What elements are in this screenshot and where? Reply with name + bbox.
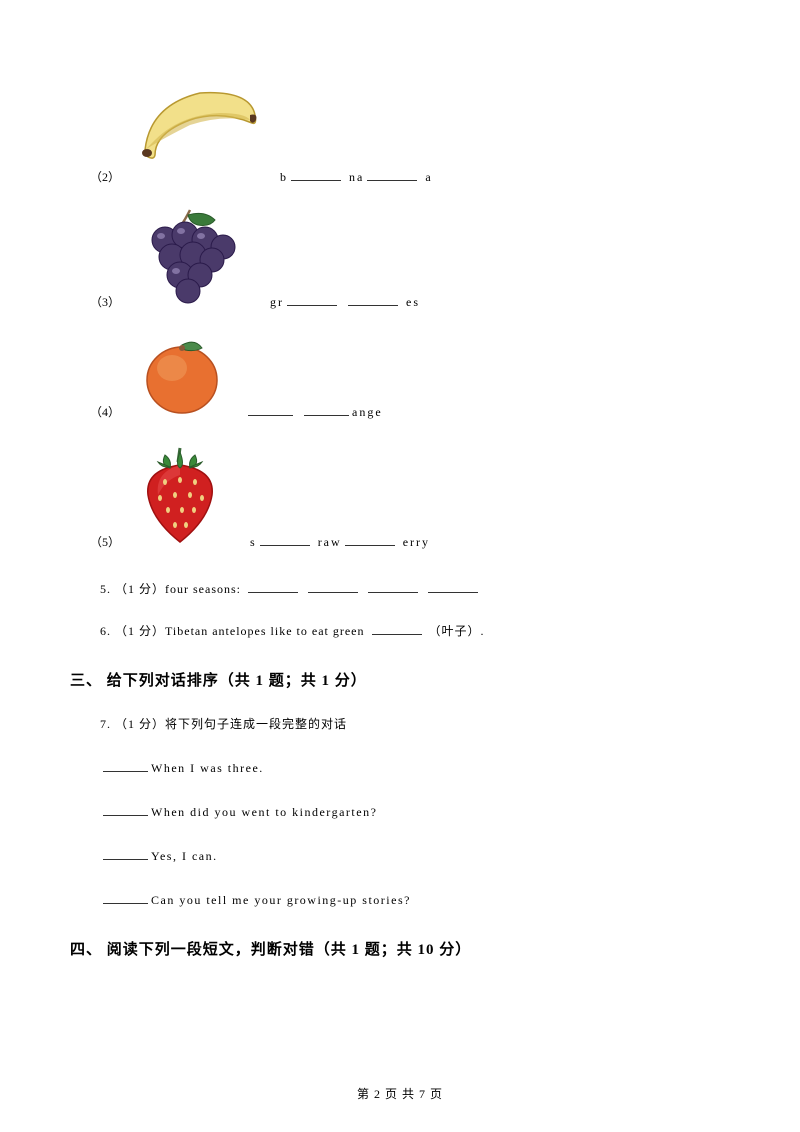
question-5: 5. （1 分）four seasons:	[90, 580, 740, 597]
grapes-image	[130, 205, 250, 315]
fill-blank-text[interactable]: gr es	[270, 294, 420, 315]
question-item-5: （5）	[90, 440, 740, 555]
dialogue-line: When I was three.	[100, 760, 740, 776]
section-3-title: 三、 给下列对话排序（共 1 题；共 1 分）	[70, 669, 740, 690]
strawberry-image	[130, 440, 230, 555]
fill-blank-text[interactable]: ange	[245, 404, 383, 425]
item-number: （3）	[90, 293, 120, 315]
item-number: （2）	[90, 168, 120, 190]
fill-blank-text[interactable]: s raw erry	[250, 534, 430, 555]
question-7: 7. （1 分）将下列句子连成一段完整的对话	[90, 715, 740, 732]
dialogue-line: Can you tell me your growing-up stories?	[100, 892, 740, 908]
banana-image	[130, 85, 260, 190]
question-item-2: （2） b na a	[90, 80, 740, 190]
dialogue-line: When did you went to kindergarten?	[100, 804, 740, 820]
dialogue-line: Yes, I can.	[100, 848, 740, 864]
question-6: 6. （1 分）Tibetan antelopes like to eat gr…	[90, 622, 740, 639]
question-item-4: （4） ange	[90, 330, 740, 425]
orange-image	[140, 330, 225, 425]
item-number: （4）	[90, 403, 120, 425]
question-item-3: （3） gr e	[90, 205, 740, 315]
section-4-title: 四、 阅读下列一段短文，判断对错（共 1 题；共 10 分）	[70, 938, 740, 959]
page-footer: 第 2 页 共 7 页	[0, 1085, 800, 1102]
item-number: （5）	[90, 533, 120, 555]
fill-blank-text[interactable]: b na a	[280, 169, 433, 190]
